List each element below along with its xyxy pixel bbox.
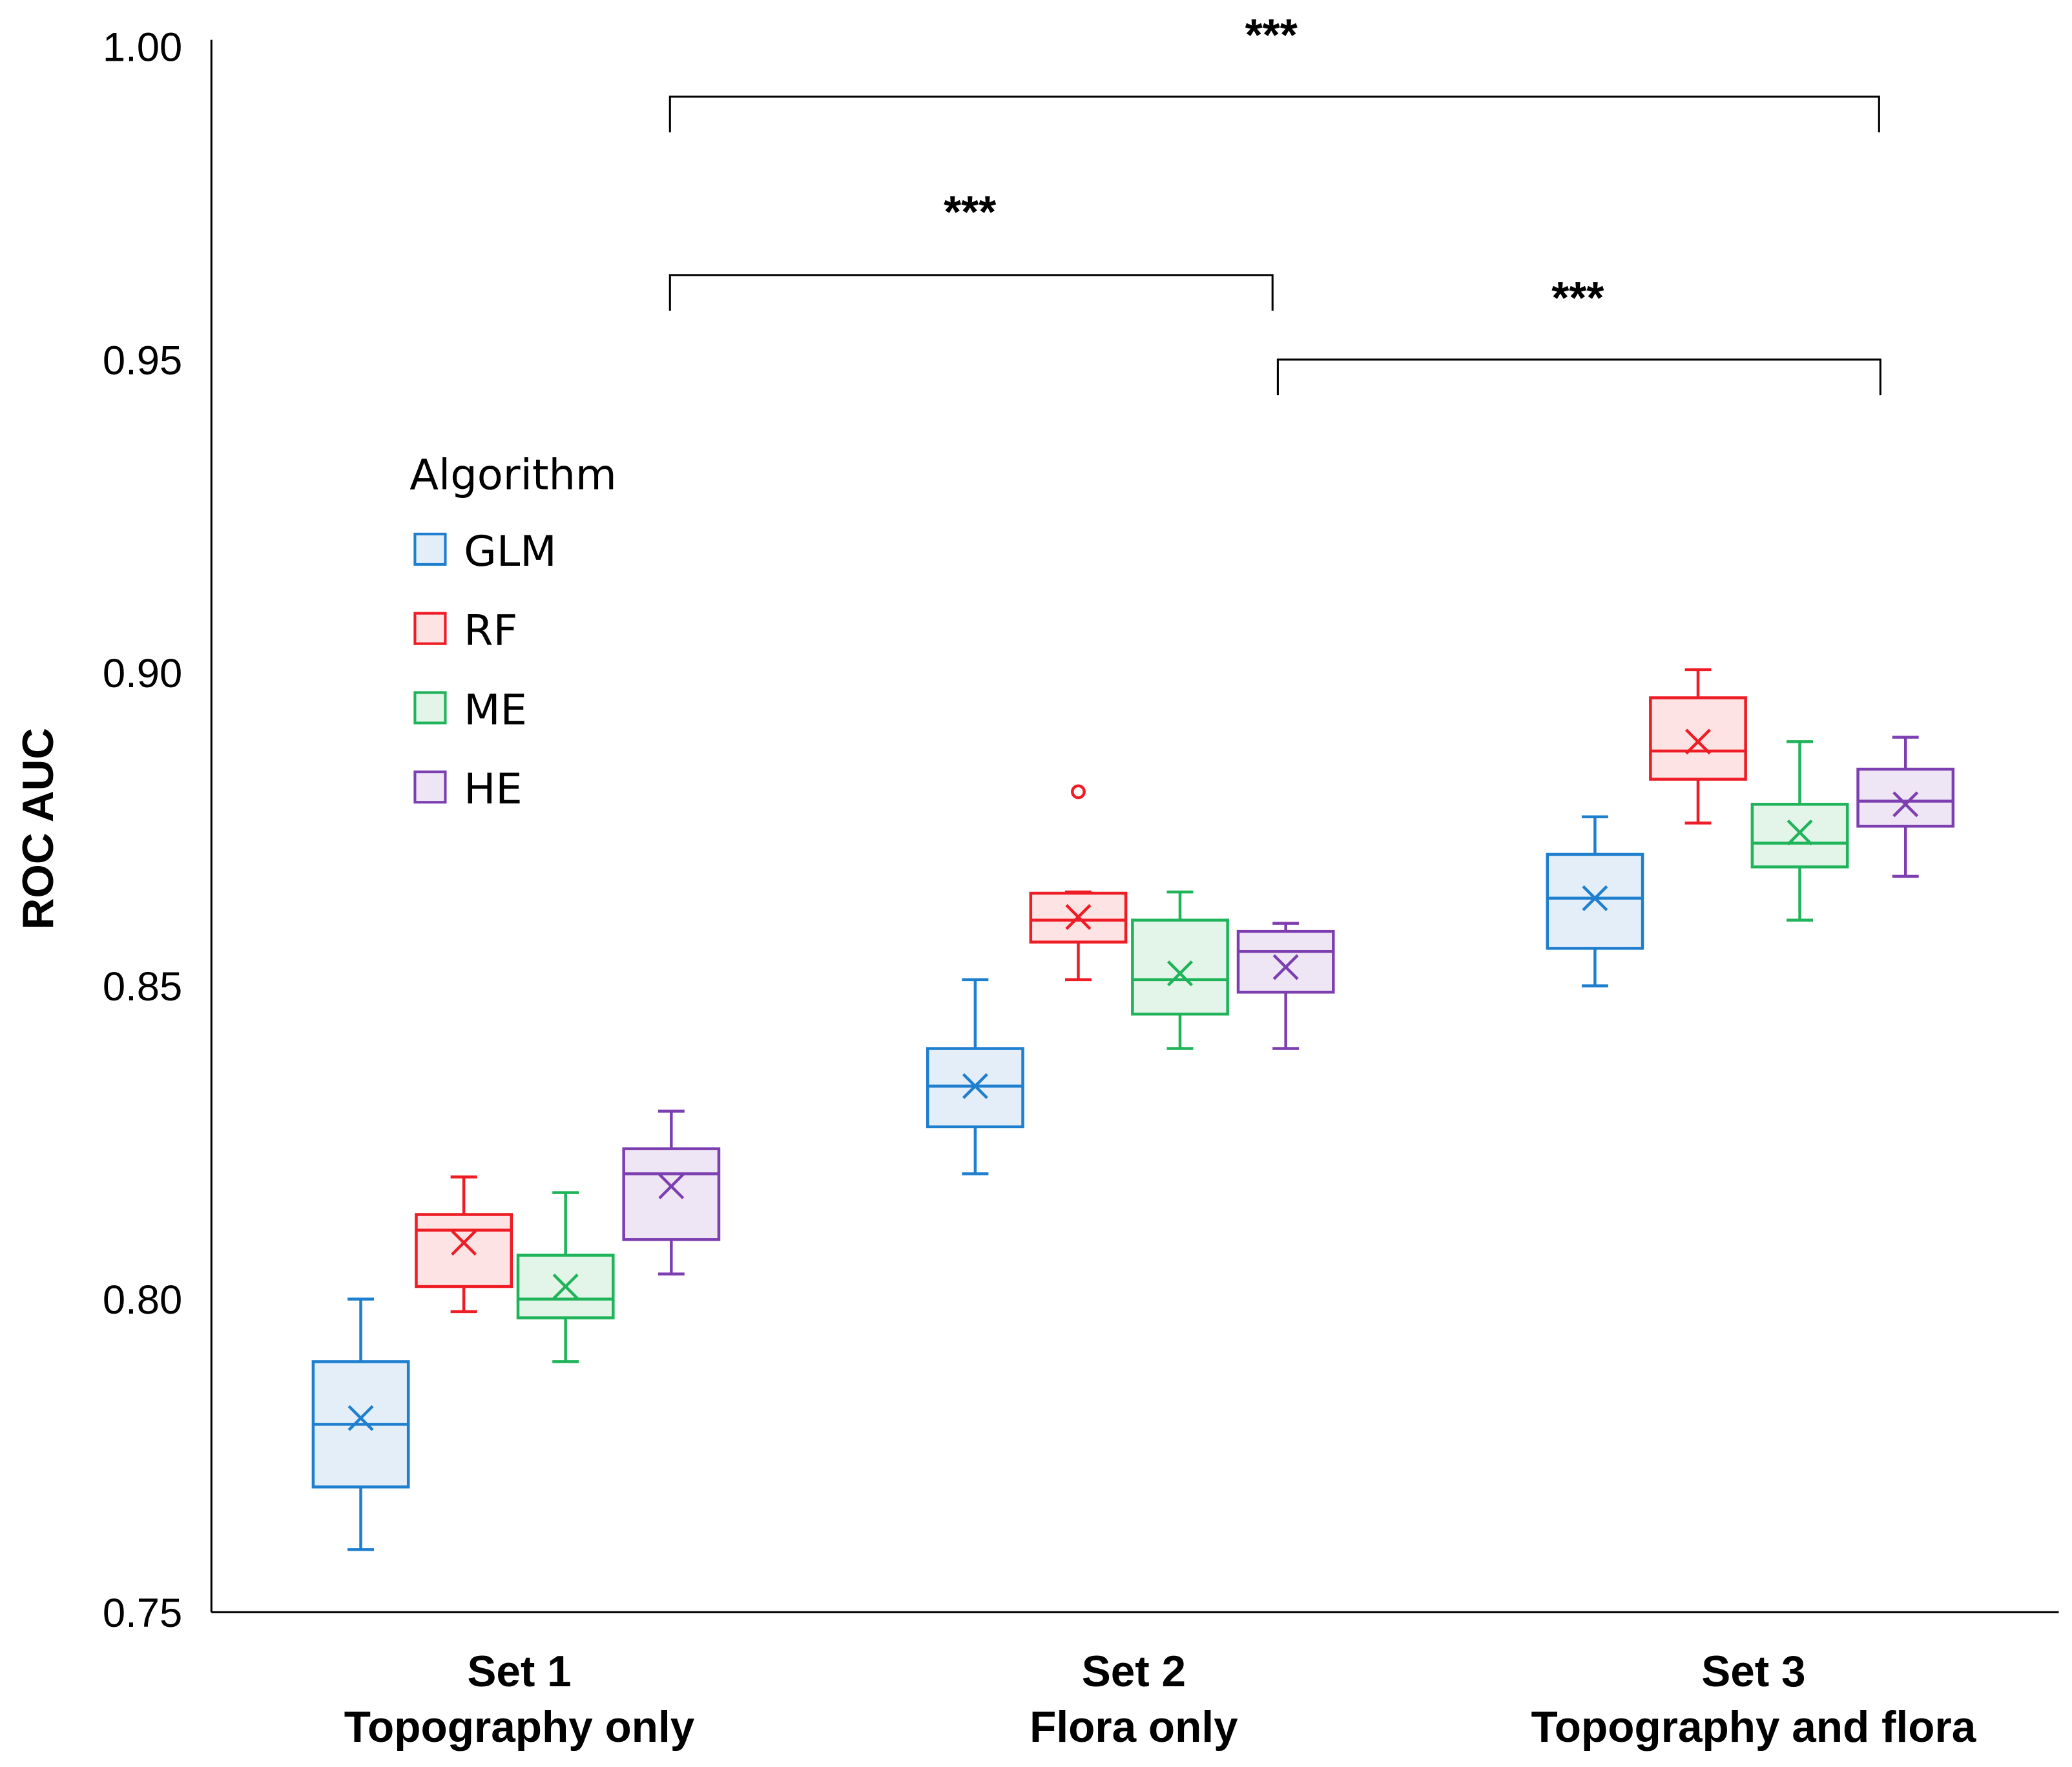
legend-title: Algorithm	[409, 450, 617, 499]
legend-swatch-glm	[413, 532, 447, 566]
significance-bracket	[668, 274, 1274, 311]
significance-bracket	[1276, 358, 1881, 396]
x-category-sublabel: Flora only	[1030, 1703, 1238, 1752]
mean-marker	[451, 1230, 477, 1256]
legend: Algorithm GLM RF ME HE	[409, 450, 617, 814]
y-axis-label: ROC AUC	[14, 728, 63, 929]
iqr-box	[1131, 918, 1229, 1016]
box-he-set2	[1236, 922, 1335, 1050]
box-glm-set3	[1546, 815, 1644, 987]
box-he-set3	[1856, 736, 1955, 878]
outlier-point	[1071, 784, 1086, 800]
iqr-box	[1029, 891, 1128, 944]
box-glm-set1	[311, 1297, 410, 1551]
box-rf-set2	[1029, 784, 1128, 982]
mean-marker	[1685, 728, 1712, 755]
x-category-sublabel: Topography and flora	[1531, 1703, 1976, 1752]
y-tick-label: 0.95	[103, 338, 182, 383]
legend-label-rf: RF	[464, 606, 517, 656]
legend-label-glm: GLM	[464, 527, 557, 576]
box-me-set2	[1131, 890, 1229, 1050]
x-category-label: Set 3	[1701, 1648, 1805, 1696]
mean-marker	[658, 1173, 685, 1199]
y-tick-label: 0.80	[103, 1277, 182, 1323]
legend-swatch-he	[413, 770, 447, 804]
y-tick-label: 0.90	[103, 651, 182, 696]
mean-marker	[962, 1073, 988, 1099]
mean-marker	[1272, 954, 1299, 980]
significance-label: ***	[944, 187, 996, 237]
box-rf-set1	[415, 1175, 513, 1314]
significance-label: ***	[1245, 10, 1298, 60]
significance-label: ***	[1551, 273, 1604, 323]
iqr-box	[1649, 696, 1747, 781]
y-tick-label: 0.75	[103, 1591, 182, 1636]
legend-swatch-rf	[413, 612, 447, 645]
box-he-set1	[622, 1110, 721, 1276]
iqr-box	[1750, 803, 1849, 869]
mean-marker	[1787, 819, 1813, 845]
mean-marker	[1065, 904, 1092, 930]
iqr-box	[1546, 852, 1644, 950]
box-me-set3	[1750, 740, 1849, 922]
box-rf-set3	[1649, 668, 1747, 825]
iqr-box	[415, 1213, 513, 1288]
significance-brackets: *** *** ***	[668, 10, 1881, 396]
mean-marker	[1582, 885, 1608, 911]
mean-marker	[1167, 960, 1194, 987]
box-me-set1	[516, 1191, 615, 1363]
legend-label-he: HE	[464, 765, 523, 814]
y-tick-label: 1.00	[103, 25, 182, 70]
significance-bracket	[668, 96, 1880, 132]
legend-swatch-me	[413, 691, 447, 725]
axes: 0.75 0.80 0.85 0.90 0.95 1.00 Set 1 Topography …	[103, 25, 2059, 1752]
x-category-sublabel: Topography only	[344, 1703, 695, 1752]
x-category-label: Set 1	[467, 1648, 571, 1696]
iqr-box	[1856, 767, 1955, 828]
iqr-box	[516, 1254, 615, 1319]
iqr-box	[622, 1147, 721, 1241]
mean-marker	[1892, 791, 1919, 818]
legend-label-me: ME	[464, 685, 527, 734]
box-glm-set2	[926, 978, 1024, 1175]
x-category-label: Set 2	[1082, 1648, 1186, 1696]
box-plots	[311, 668, 1955, 1551]
mean-marker	[552, 1274, 579, 1300]
iqr-box	[1236, 929, 1335, 994]
mean-marker	[347, 1405, 374, 1431]
y-tick-label: 0.85	[103, 964, 182, 1009]
